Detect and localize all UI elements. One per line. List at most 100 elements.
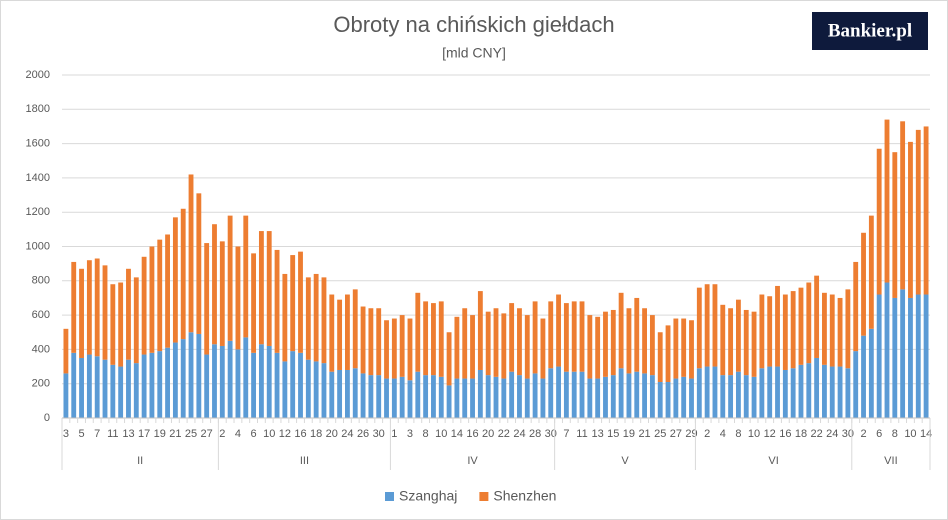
y-tick-label: 1200: [26, 206, 50, 218]
bar-segment: [884, 282, 890, 418]
bar-segment: [720, 375, 726, 418]
bar-segment: [133, 277, 139, 364]
bar-segment: [376, 308, 382, 376]
bar-segment: [204, 243, 210, 355]
bar-segment: [79, 268, 84, 358]
x-tick-label: 6: [251, 428, 257, 440]
bar-segment: [868, 215, 874, 329]
bar-segment: [477, 291, 483, 370]
bar-segment: [63, 373, 69, 418]
bar-segment: [157, 351, 163, 418]
bar-segment: [720, 304, 726, 376]
bar-segment: [71, 261, 77, 353]
bar-segment: [822, 364, 827, 418]
bar-segment: [798, 287, 804, 365]
x-tick-label: 2: [860, 428, 866, 440]
bar-segment: [649, 315, 655, 376]
x-tick-label: 16: [779, 428, 791, 440]
bar-segment: [900, 289, 906, 418]
bar-segment: [102, 265, 108, 360]
bar-segment: [618, 292, 624, 369]
bar-segment: [876, 148, 882, 295]
bar-segment: [454, 378, 460, 418]
bar-segment: [462, 308, 468, 379]
bar-segment: [532, 301, 538, 374]
bar-segment: [853, 261, 859, 352]
bar-segment: [751, 376, 757, 418]
x-tick-label: 30: [373, 428, 385, 440]
bar-segment: [290, 255, 296, 352]
bar-segment: [712, 284, 718, 367]
bar-segment: [423, 375, 429, 418]
bar-segment: [556, 294, 561, 367]
bar-segment: [251, 352, 257, 418]
bar-segment: [212, 224, 217, 345]
bar-segment: [743, 309, 749, 376]
bar-segment: [431, 375, 436, 418]
x-tick-label: 20: [482, 428, 494, 440]
bar-segment: [540, 378, 546, 418]
bar-segment: [563, 303, 569, 372]
bar-segment: [900, 121, 906, 290]
x-tick-label: 10: [904, 428, 916, 440]
legend-label: Szanghaj: [399, 488, 457, 504]
bar-segment: [94, 356, 100, 418]
bar-segment: [337, 369, 343, 418]
bar-segment: [196, 193, 202, 334]
bar-segment: [157, 239, 163, 352]
chart-title: Obroty na chińskich giełdach: [333, 12, 614, 37]
x-tick-label: 2: [704, 428, 710, 440]
bar-segment: [423, 301, 429, 376]
x-tick-label: 16: [466, 428, 478, 440]
y-tick-label: 0: [44, 412, 50, 424]
bar-segment: [806, 363, 812, 418]
bar-segment: [798, 364, 804, 418]
bar-segment: [892, 152, 898, 298]
bar-segment: [845, 368, 851, 418]
bar-segment: [235, 246, 241, 350]
x-tick-label: 3: [63, 428, 69, 440]
bar-segment: [814, 357, 820, 418]
bar-segment: [352, 368, 358, 418]
bar-segment: [298, 352, 303, 418]
bar-segment: [634, 371, 640, 418]
bar-segment: [509, 371, 515, 418]
x-tick-label: 5: [78, 428, 84, 440]
bar-segment: [352, 289, 358, 369]
bar-segment: [767, 296, 773, 367]
bar-segment: [509, 303, 515, 372]
bar-segment: [172, 217, 178, 343]
legend-swatch: [479, 492, 489, 501]
y-tick-label: 2000: [26, 69, 50, 81]
x-tick-label: 12: [279, 428, 291, 440]
bar-segment: [454, 316, 460, 379]
logo: Bankier.pl: [828, 20, 912, 41]
bar-segment: [235, 349, 241, 418]
bar-segment: [415, 371, 421, 418]
bar-segment: [446, 385, 452, 418]
bar-segment: [485, 375, 491, 418]
bar-segment: [673, 318, 679, 379]
bar-segment: [384, 320, 389, 379]
bar-segment: [563, 371, 569, 418]
x-tick-label: 4: [720, 428, 726, 440]
bar-segment: [681, 318, 687, 377]
bar-segment: [861, 335, 866, 418]
bar-segment: [86, 260, 92, 355]
bar-segment: [368, 375, 374, 418]
bar-segment: [415, 292, 421, 372]
x-tick-label: 24: [513, 428, 525, 440]
x-tick-label: 18: [310, 428, 322, 440]
bar-segment: [118, 366, 124, 418]
bar-segment: [141, 256, 147, 355]
x-tick-label: 7: [94, 428, 100, 440]
bar-segment: [837, 297, 843, 367]
bar-segment: [681, 376, 687, 418]
legend-label: Shenzhen: [493, 488, 556, 504]
bar-segment: [321, 363, 327, 418]
bar-segment: [618, 368, 624, 418]
bar-segment: [556, 366, 561, 418]
bar-segment: [227, 340, 233, 418]
bar-segment: [329, 371, 335, 418]
x-tick-label: 24: [341, 428, 353, 440]
